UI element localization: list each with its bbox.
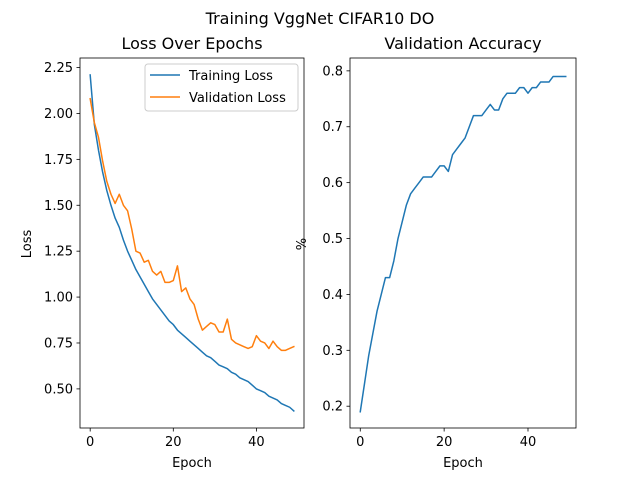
loss-x-axis-label: Epoch [172,456,212,471]
loss-y-tick-label: 0.75 [44,336,73,351]
loss-y-tick-label: 1.00 [44,291,73,306]
accuracy-x-axis-label: Epoch [443,456,483,471]
accuracy-chart-title: Validation Accuracy [384,34,541,53]
loss-subplot: Loss Over Epochs 0 20 40 0.50 0.75 1.00 1.25 1.… [20,34,305,471]
loss-axes-frame [79,57,305,429]
loss-y-tick-label: 0.50 [44,382,73,397]
loss-series-validation-loss [89,97,295,352]
loss-y-tick-label: 2.00 [44,107,73,122]
accuracy-subplot: Validation Accuracy 0 20 40 0.2 0.3 0.4 0.5 0.6… [295,34,577,471]
legend-label-training-loss: Training Loss [188,69,273,84]
accuracy-y-tick-label: 0.6 [322,176,343,191]
loss-chart-title: Loss Over Epochs [121,34,262,53]
accuracy-axes-frame [349,57,577,429]
loss-plot-area: 0 20 40 0.50 0.75 1.00 1.25 1.50 1.75 2.00 2.25 [44,57,305,450]
accuracy-y-tick-label: 0.4 [322,288,343,303]
loss-series-training-loss [89,74,295,412]
accuracy-x-tick-label: 20 [436,435,453,450]
loss-y-tick-label: 1.50 [44,199,73,214]
accuracy-series-validation-accuracy [359,75,567,413]
loss-x-tick-label: 40 [248,435,265,450]
accuracy-x-tick-label: 0 [356,435,364,450]
accuracy-y-tick-label: 0.2 [322,400,343,415]
loss-y-axis-label: Loss [20,230,35,259]
accuracy-y-tick-label: 0.7 [322,120,343,135]
loss-y-tick-label: 2.25 [44,61,73,76]
accuracy-y-tick-label: 0.5 [322,232,343,247]
accuracy-x-tick-label: 40 [520,435,537,450]
loss-x-tick-label: 0 [86,435,94,450]
accuracy-y-tick-label: 0.3 [322,344,343,359]
legend-label-validation-loss: Validation Loss [189,91,286,106]
accuracy-plot-area: 0 20 40 0.2 0.3 0.4 0.5 0.6 0.7 0.8 [322,57,577,450]
loss-legend: Training Loss Validation Loss [144,63,299,112]
accuracy-y-axis-label: % [295,238,310,250]
loss-x-tick-label: 20 [165,435,182,450]
legend-box [144,63,299,112]
loss-y-tick-label: 1.75 [44,153,73,168]
figure-suptitle: Training VggNet CIFAR10 DO [205,9,435,28]
loss-y-tick-label: 1.25 [44,245,73,260]
accuracy-y-tick-label: 0.8 [322,64,343,79]
